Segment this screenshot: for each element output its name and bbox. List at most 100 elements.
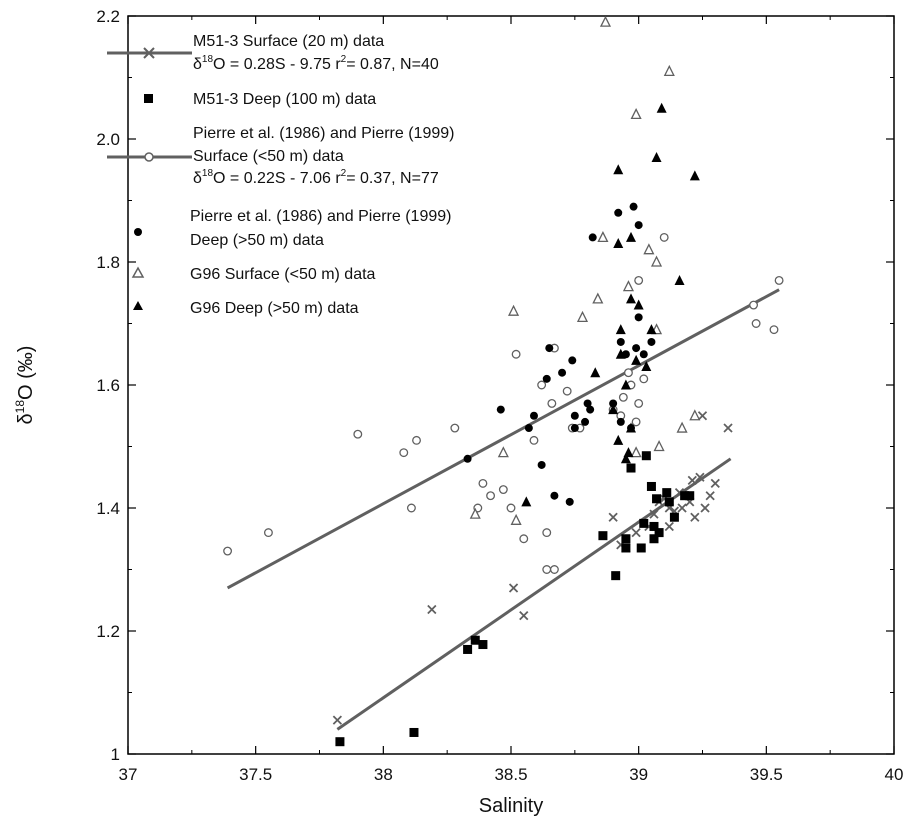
point-x-marker — [710, 478, 720, 489]
legend-marker-filled-triangle — [133, 301, 143, 310]
point-square-marker — [478, 640, 488, 650]
fit-lines — [226, 288, 780, 731]
point-open-circle-marker — [749, 300, 759, 310]
point-square-marker — [470, 635, 480, 645]
point-filled-circle-marker — [632, 344, 641, 353]
point-open-circle-marker — [263, 528, 273, 538]
point-filled-circle-marker — [581, 417, 590, 426]
y-axis: 1 1.2 1.4 1.6 1.8 2.0 2.2 — [96, 7, 894, 764]
y-tick-label: 2.2 — [96, 7, 120, 26]
point-filled-triangle-marker — [613, 164, 624, 175]
point-x-marker — [723, 423, 733, 433]
point-x-marker — [690, 512, 700, 522]
x-tick-label: 38 — [374, 765, 393, 784]
point-open-circle-marker — [769, 325, 779, 335]
point-open-circle-marker — [537, 380, 547, 390]
point-filled-triangle-marker — [620, 379, 631, 390]
point-x-marker — [677, 503, 687, 513]
point-open-triangle-marker — [576, 310, 589, 323]
point-open-circle-marker — [639, 374, 649, 384]
point-open-circle-marker — [542, 528, 552, 538]
point-square-marker — [463, 644, 473, 654]
point-open-triangle-marker — [663, 64, 675, 76]
point-filled-circle-marker — [565, 497, 574, 506]
point-open-circle-marker — [631, 417, 641, 427]
point-open-circle-marker — [223, 546, 233, 556]
point-x-marker — [664, 521, 674, 532]
point-square-marker — [669, 512, 679, 522]
point-filled-triangle-marker — [656, 102, 667, 113]
y-tick-label: 1 — [111, 745, 120, 764]
point-open-circle-marker — [498, 485, 508, 494]
point-open-circle-marker — [511, 349, 521, 359]
point-filled-circle-marker — [583, 399, 592, 408]
point-open-circle-marker — [486, 491, 496, 501]
point-open-circle-marker — [353, 429, 363, 439]
point-square-marker — [680, 491, 690, 501]
point-open-triangle-marker — [508, 304, 520, 316]
point-filled-triangle-marker — [615, 324, 626, 335]
point-x-marker — [700, 503, 710, 513]
x-tick-label: 38.5 — [494, 765, 527, 784]
point-x-marker — [427, 604, 437, 615]
point-filled-circle-marker — [542, 374, 551, 383]
point-filled-triangle-marker — [633, 299, 644, 310]
point-filled-circle-marker — [524, 424, 533, 433]
point-filled-triangle-marker — [689, 170, 700, 181]
y-tick-label: 1.2 — [96, 622, 120, 641]
point-filled-triangle-marker — [641, 361, 652, 372]
point-open-triangle-marker — [510, 513, 522, 525]
point-filled-circle-marker — [496, 405, 505, 414]
point-filled-triangle-marker — [521, 496, 532, 507]
point-square-marker — [662, 488, 672, 498]
point-square-marker — [641, 451, 651, 461]
point-open-circle-marker — [751, 319, 761, 328]
legend-label-pierre-surface-2: Surface (<50 m) data — [193, 148, 344, 165]
point-open-triangle-marker — [653, 440, 665, 452]
point-square-marker — [639, 518, 649, 528]
point-open-triangle-marker — [622, 280, 635, 292]
point-x-marker — [332, 715, 343, 725]
point-filled-triangle-marker — [590, 367, 601, 378]
point-filled-circle-marker — [647, 337, 656, 346]
y-axis-title: δ18O (‰) — [13, 346, 37, 425]
y-tick-label: 1.4 — [96, 499, 120, 518]
point-open-triangle-marker — [643, 243, 655, 255]
point-filled-circle-marker — [529, 411, 538, 420]
point-square-marker — [646, 481, 656, 491]
point-filled-circle-marker — [558, 368, 567, 377]
point-filled-triangle-marker — [651, 151, 662, 162]
point-open-triangle-marker — [497, 446, 509, 458]
x-tick-label: 37 — [119, 765, 138, 784]
legend-marker-x — [143, 47, 155, 59]
point-open-circle-marker — [478, 478, 488, 488]
point-square-marker — [621, 534, 631, 544]
x-tick-label: 37.5 — [239, 765, 272, 784]
y-tick-label: 1.8 — [96, 253, 120, 272]
point-square-marker — [611, 571, 621, 581]
point-filled-triangle-marker — [646, 324, 657, 335]
point-filled-circle-marker — [634, 313, 643, 322]
point-filled-triangle-marker — [626, 422, 637, 433]
point-open-triangle-marker — [689, 409, 701, 421]
point-filled-triangle-marker — [613, 434, 624, 445]
point-open-triangle-marker — [676, 421, 688, 433]
point-open-circle-marker — [519, 534, 529, 544]
point-filled-triangle-marker — [623, 447, 634, 458]
point-filled-circle-marker — [629, 202, 638, 211]
x-axis-title: Salinity — [479, 795, 543, 817]
point-square-marker — [621, 543, 631, 553]
point-x-marker — [519, 610, 529, 621]
point-filled-triangle-marker — [674, 274, 685, 285]
point-filled-circle-marker — [586, 405, 595, 414]
point-open-circle-marker — [659, 232, 669, 242]
point-open-circle-marker — [624, 368, 633, 378]
legend-label-g96-deep: G96 Deep (>50 m) data — [190, 300, 359, 317]
point-filled-triangle-marker — [615, 348, 626, 359]
point-square-marker — [664, 497, 674, 507]
point-open-circle-marker — [412, 435, 421, 445]
point-square-marker — [649, 534, 659, 544]
legend-eq-m51-surface: δ18O = 0.28S - 9.75 r2= 0.87, N=40 — [193, 54, 439, 73]
point-square-marker — [652, 494, 662, 504]
